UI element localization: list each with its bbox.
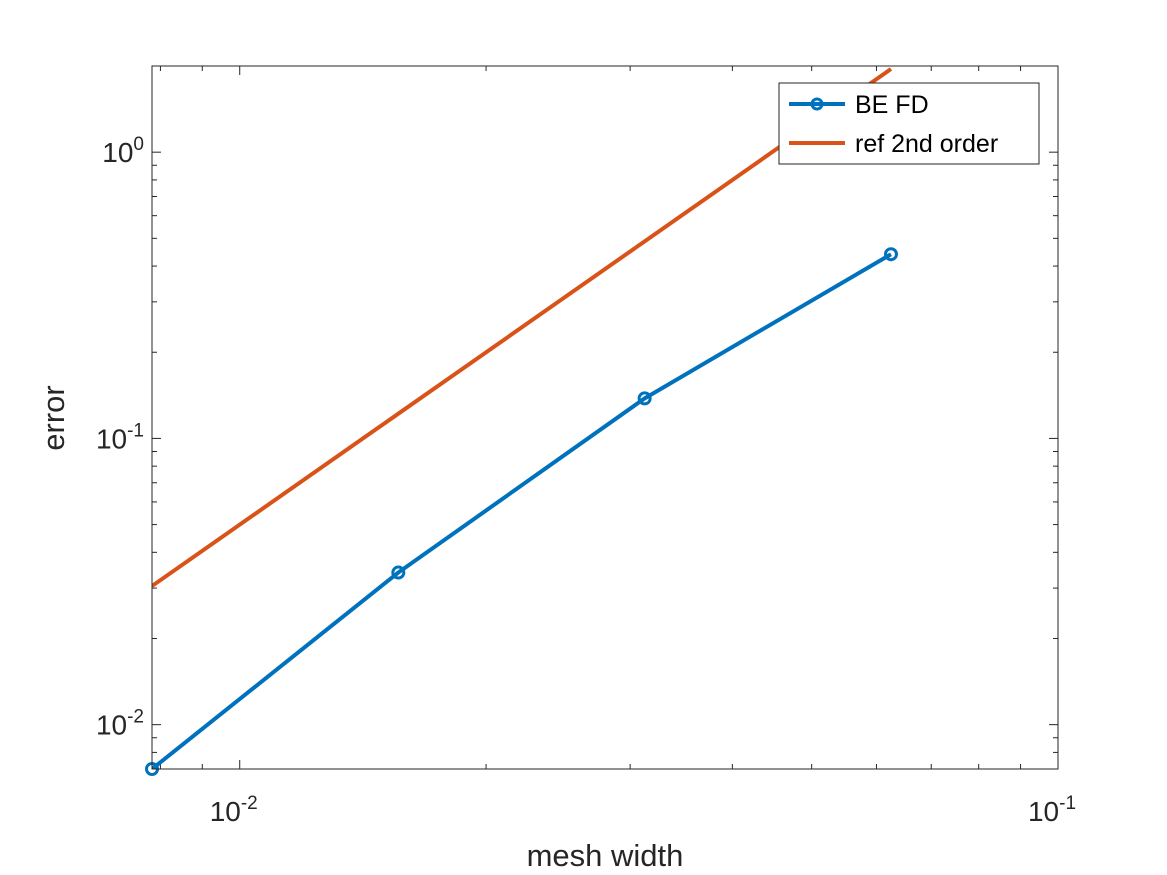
y-tick-label: 10-1 [96, 420, 144, 454]
series-clip-group [152, 67, 893, 769]
legend: BE FD ref 2nd order [778, 82, 1040, 165]
y-tick-label: 100 [102, 134, 144, 168]
x-tick-label: 10-1 [1028, 793, 1076, 827]
data-point-be-fd [637, 391, 652, 406]
y-tick-label: 10-2 [96, 707, 144, 741]
legend-label-ref-2nd-order: ref 2nd order [855, 130, 998, 158]
data-point-be-fd [391, 565, 406, 580]
data-point-be-fd [883, 247, 898, 262]
y-axis-label: error [36, 385, 71, 450]
x-axis-label: mesh width [527, 838, 684, 873]
plot-area [152, 66, 1058, 769]
series-line-ref-2nd-order [152, 67, 893, 588]
legend-box [778, 82, 1040, 165]
series-layer [145, 67, 898, 776]
ticks-layer [152, 65, 1059, 770]
series-line-be-fd [152, 252, 892, 769]
legend-label-be-fd: BE FD [855, 91, 929, 119]
x-tick-label: 10-2 [210, 793, 258, 827]
tick-labels-layer: 10-2 10-1 10-2 10-1 100 [96, 134, 1076, 827]
axes-box [151, 65, 1059, 770]
legend-marker-be-fd [810, 97, 824, 111]
